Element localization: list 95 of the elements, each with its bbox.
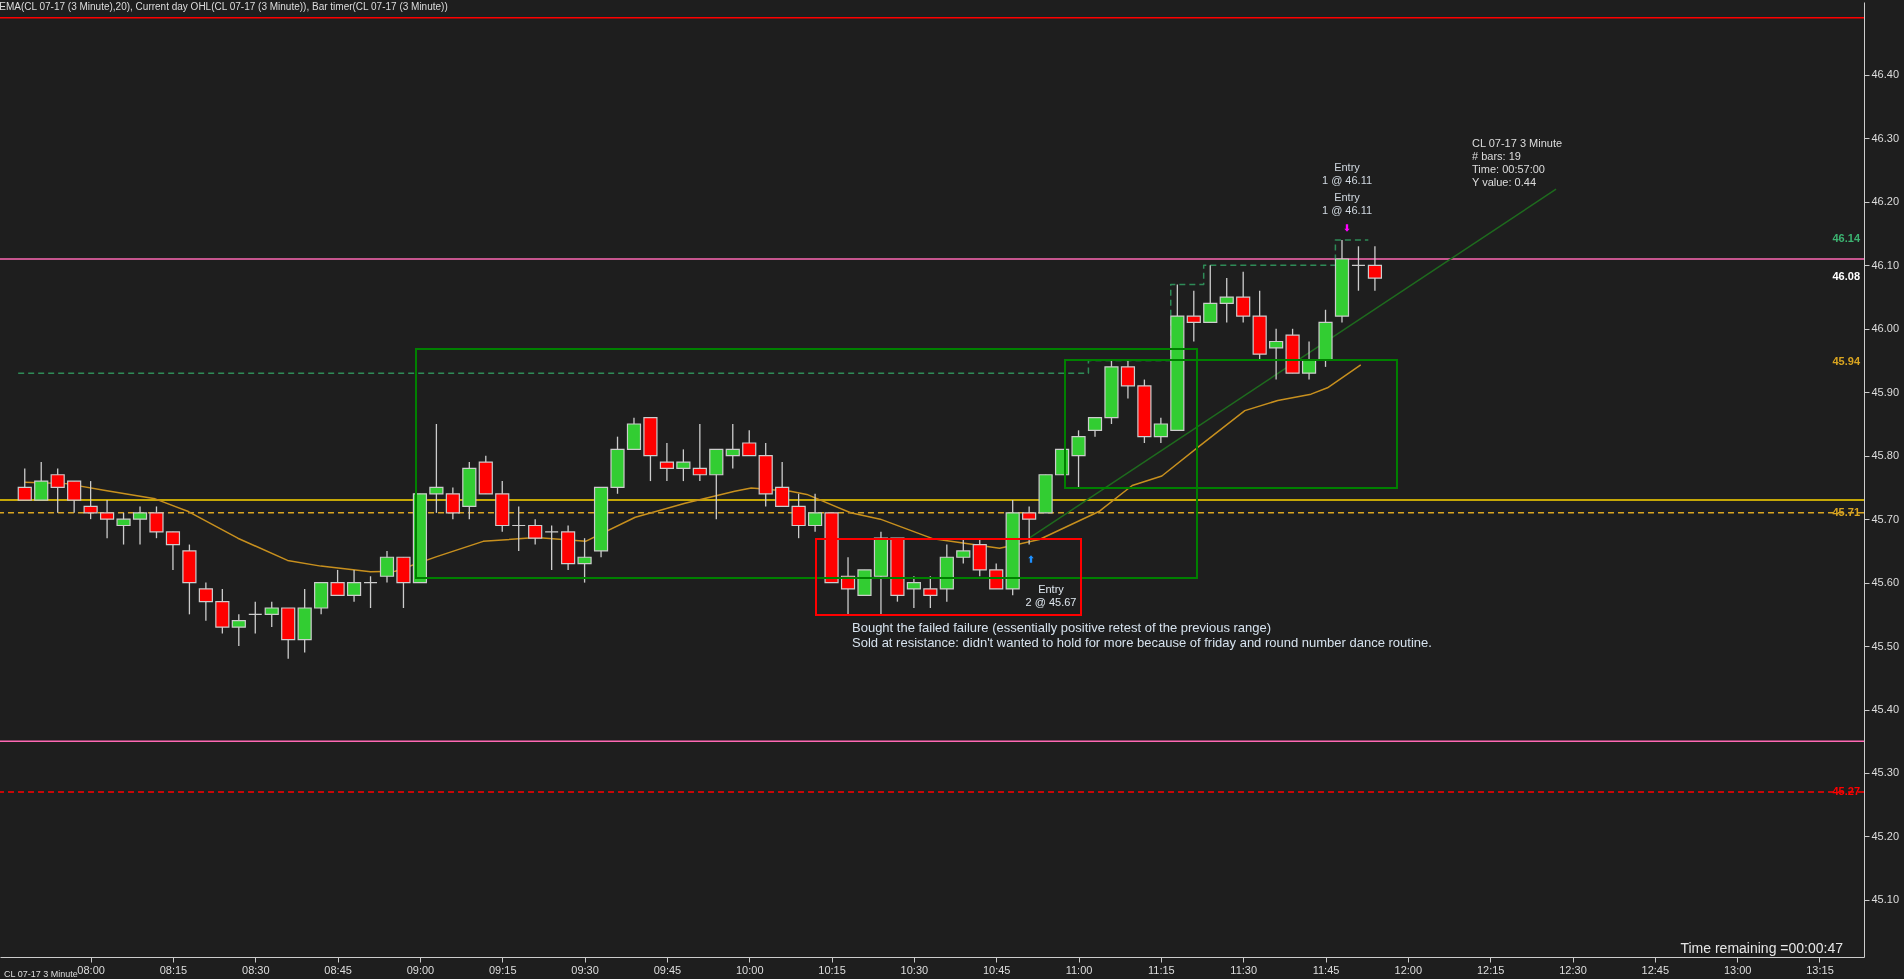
candlestick (1351, 245, 1366, 292)
candlestick (116, 512, 131, 546)
x-tick-label: 13:00 (1723, 963, 1752, 976)
candlestick (528, 518, 543, 546)
candlestick (264, 601, 279, 628)
candlestick (791, 493, 806, 539)
y-tick-label: 45.20 (1871, 829, 1900, 842)
x-tick-label: 12:30 (1559, 963, 1587, 976)
x-tick-label: 09:15 (488, 963, 517, 976)
candlestick (1186, 290, 1201, 343)
annotation: Entry 2 @ 45.67 (1025, 583, 1077, 608)
y-tick-label: 46.20 (1871, 195, 1900, 208)
annotation: CL 07-17 3 Minute # bars: 19 Time: 00:57:00 Y value: 0.44 (1472, 137, 1563, 188)
y-tick-label: 45.40 (1871, 703, 1900, 716)
annotation: Time remaining =00:00:47 (1680, 940, 1844, 956)
x-tick-label: 09:30 (571, 963, 599, 976)
x-tick-label: 08:30 (242, 963, 270, 976)
x-tick-label: 09:00 (406, 963, 435, 976)
candlestick (1071, 429, 1086, 489)
candlestick (34, 461, 49, 501)
candlestick (165, 531, 181, 571)
x-tick-label: 11:45 (1312, 963, 1340, 976)
candlestick (923, 575, 938, 609)
ref-line-label: 45.27 (1832, 785, 1860, 798)
candlestick (346, 569, 362, 603)
candlestick (1087, 416, 1103, 438)
y-tick-label: 45.90 (1871, 385, 1900, 398)
y-tick-label: 45.80 (1871, 449, 1900, 462)
x-tick-label: 12:15 (1476, 963, 1505, 976)
candlestick (330, 569, 345, 596)
annotation: Entry 1 @ 46.11 (1321, 161, 1373, 186)
candlestick (50, 467, 65, 514)
candlestick (775, 461, 790, 508)
candlestick (1269, 328, 1284, 381)
annotation: 45.94 (1832, 355, 1861, 367)
candlestick (198, 581, 213, 622)
candlestick (149, 505, 164, 539)
candlestick (99, 499, 115, 539)
x-tick-label: 11:30 (1230, 963, 1258, 976)
x-tick-label: 13:15 (1806, 963, 1834, 976)
annotation: 46.14 (1832, 232, 1861, 244)
candlestick (1367, 245, 1383, 292)
x-tick-label: 09:45 (653, 963, 682, 976)
y-tick-label: 45.30 (1871, 766, 1900, 779)
y-tick-label: 45.10 (1871, 893, 1900, 906)
y-tick-label: 45.70 (1871, 512, 1900, 525)
x-tick-label: 11:00 (1065, 963, 1093, 976)
candlestick (659, 442, 675, 482)
candlestick (363, 575, 378, 609)
x-tick-label: 10:30 (900, 963, 929, 976)
annotation: 46.08 (1832, 270, 1860, 282)
candlestick (692, 423, 707, 482)
y-tick-label: 45.60 (1871, 576, 1900, 589)
candlestick (1153, 416, 1168, 444)
annotation: Bought the failed failure (essentially positive retest of the previous range) Sold at resistance: didn't wanted to hold for more because of friday and round number dance routine. (852, 620, 1432, 650)
candlestick (1120, 359, 1136, 400)
candlestick (132, 505, 148, 546)
x-tick-label: 12:00 (1394, 963, 1423, 976)
x-tick-label: 12:45 (1641, 963, 1670, 976)
candlestick (83, 480, 98, 520)
candlestick (379, 550, 395, 584)
candlestick (17, 467, 32, 501)
y-tick-label: 46.10 (1871, 258, 1900, 271)
candlestick (1236, 271, 1251, 324)
x-tick-label: 11:15 (1148, 963, 1175, 976)
candlestick (1301, 340, 1317, 381)
y-tick-label: 46.40 (1871, 68, 1900, 81)
candlestick (906, 575, 921, 609)
candlestick (577, 537, 592, 584)
x-tick-label: 08:00 (77, 963, 105, 976)
text: CL 07-17 3 Minute (4, 969, 78, 979)
x-tick-label: 08:15 (159, 963, 188, 976)
candlestick (445, 486, 460, 520)
x-tick-label: 10:00 (735, 963, 764, 976)
candlestick (725, 423, 740, 470)
y-tick-label: 46.30 (1871, 131, 1900, 144)
candlestick (808, 493, 823, 533)
chart-title: EMA(CL 07-17 (3 Minute),20), Current day OHL(CL 07-17 (3 Minute)), Bar timer(CL 07-17 (3 Minute)) (0, 1, 448, 12)
candlestick (1219, 277, 1234, 324)
annotation: Entry 1 @ 46.11 (1321, 191, 1373, 216)
x-tick-label: 10:15 (818, 963, 846, 976)
candlestick (1203, 264, 1218, 324)
candlestick (429, 423, 444, 514)
candlestick (956, 537, 971, 565)
candlestick (248, 601, 263, 635)
x-tick-label: 08:45 (324, 963, 352, 976)
candlestick (676, 448, 691, 482)
x-tick-label: 10:45 (982, 963, 1011, 976)
candlestick (67, 480, 82, 514)
y-tick-label: 46.00 (1871, 322, 1900, 335)
candlestick (544, 524, 559, 571)
y-tick-label: 45.50 (1871, 639, 1900, 652)
candlestick (742, 429, 757, 457)
candlestick (511, 505, 526, 552)
candlestick (231, 613, 246, 647)
